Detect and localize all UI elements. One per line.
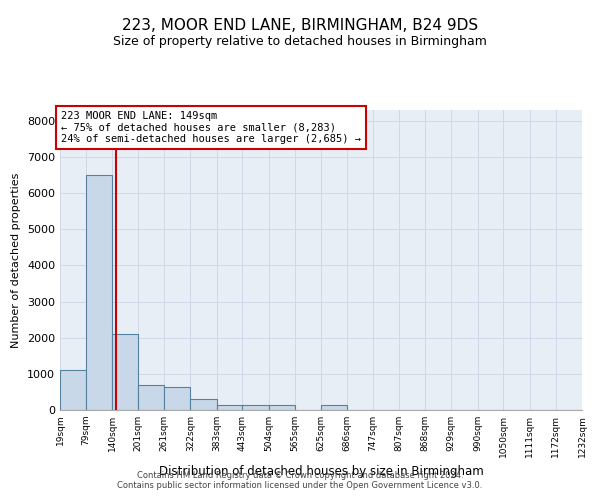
X-axis label: Distribution of detached houses by size in Birmingham: Distribution of detached houses by size …: [158, 466, 484, 478]
Y-axis label: Number of detached properties: Number of detached properties: [11, 172, 22, 348]
Bar: [86, 175, 112, 410]
Bar: [217, 404, 243, 410]
Bar: [112, 334, 138, 410]
Bar: [138, 384, 164, 410]
Bar: [269, 406, 295, 410]
Bar: [242, 406, 269, 410]
Text: 223 MOOR END LANE: 149sqm
← 75% of detached houses are smaller (8,283)
24% of se: 223 MOOR END LANE: 149sqm ← 75% of detac…: [61, 110, 361, 144]
Text: 223, MOOR END LANE, BIRMINGHAM, B24 9DS: 223, MOOR END LANE, BIRMINGHAM, B24 9DS: [122, 18, 478, 32]
Bar: [164, 386, 190, 410]
Text: Size of property relative to detached houses in Birmingham: Size of property relative to detached ho…: [113, 35, 487, 48]
Bar: [320, 406, 347, 410]
Text: Contains HM Land Registry data © Crown copyright and database right 2024.
Contai: Contains HM Land Registry data © Crown c…: [118, 470, 482, 490]
Bar: [60, 370, 86, 410]
Bar: [190, 399, 217, 410]
